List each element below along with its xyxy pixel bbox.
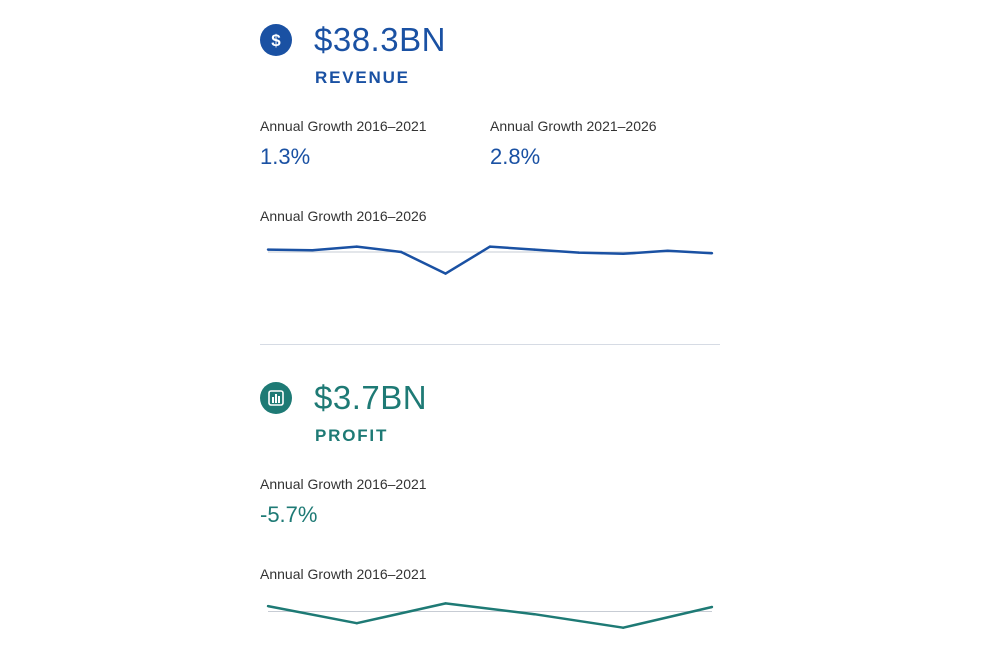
sparkline-point [666,249,669,252]
revenue-sparkline-caption: Annual Growth 2016–2026 [260,208,427,224]
revenue-label: REVENUE [315,68,410,87]
sparkline-point [488,245,492,248]
revenue-growth-2016-2021: Annual Growth 2016–2021 1.3% [260,118,427,170]
stat-caption: Annual Growth 2016–2021 [260,118,427,134]
sparkline-point [577,251,580,254]
sparkline-point [622,626,625,629]
sparkline-point [266,604,270,608]
stat-caption: Annual Growth 2016–2021 [260,476,427,492]
sparkline-point [533,248,536,251]
revenue-growth-2021-2026: Annual Growth 2021–2026 2.8% [490,118,657,170]
revenue-sparkline [266,245,714,275]
sparkline-point [622,252,625,255]
sparkline-point [444,602,447,605]
sparkline-point [266,248,270,251]
profit-sparkline [266,602,714,629]
sparkline-point [311,249,314,252]
profit-label: PROFIT [315,426,389,445]
sparkline-point [533,613,536,616]
stat-value: 1.3% [260,144,311,169]
profit-value: $3.7BN [314,379,428,416]
sparkline-point [355,622,358,625]
profit-growth-2016-2021: Annual Growth 2016–2021 -5.7% [260,476,427,528]
stat-value: -5.7% [260,502,318,527]
stat-value: 2.8% [490,144,541,169]
profit-sparkline-caption: Annual Growth 2016–2021 [260,566,427,582]
profit-card: $3.7BN PROFIT Annual Growth 2016–2021 -5… [260,360,720,660]
sparkline-point [355,245,358,248]
sparkline-point [444,272,447,275]
revenue-card: $ $38.3BN REVENUE Annual Growth 2016–202… [260,0,720,340]
sparkline-point [710,252,714,255]
svg-text:$: $ [271,31,281,50]
dollar-icon: $ [260,24,292,56]
stat-caption: Annual Growth 2021–2026 [490,118,657,134]
section-divider [260,344,720,345]
sparkline-series-line [267,602,713,629]
sparkline-point [400,250,403,254]
sparkline-series-line [267,245,713,275]
sparkline-point [710,605,714,609]
revenue-value: $38.3BN [314,21,446,58]
bar-chart-icon [260,382,292,414]
